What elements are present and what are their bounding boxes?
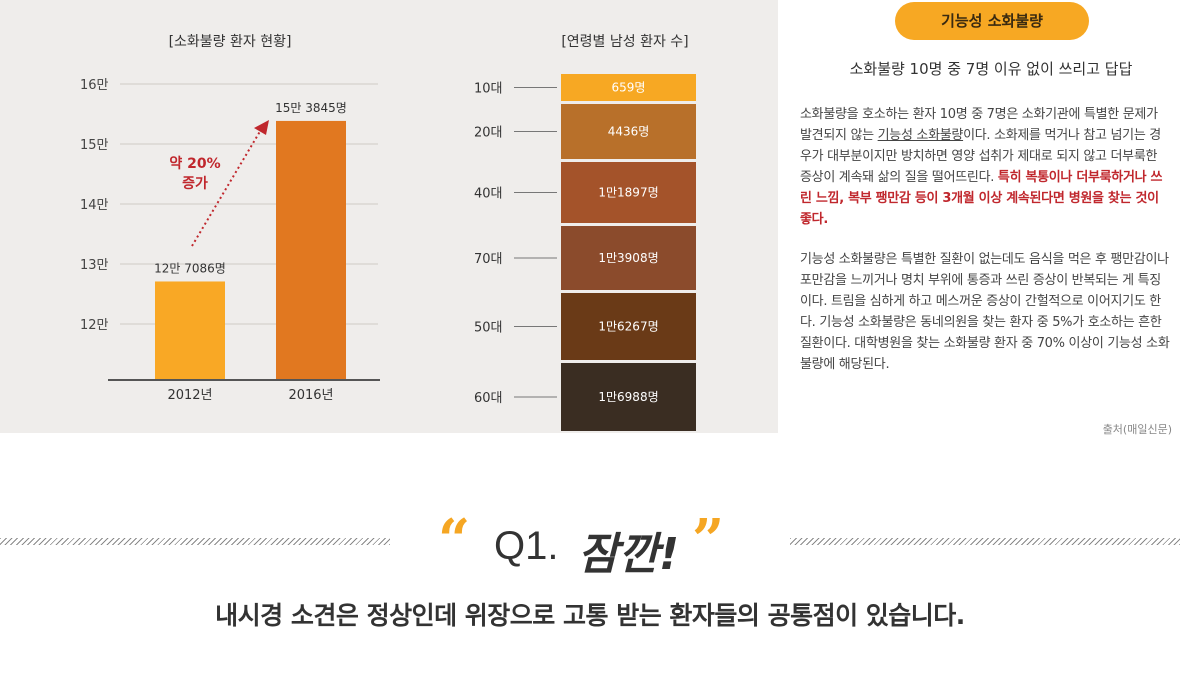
chart1-ytick-label: 12만 [80,318,109,333]
chart2-category-label: 50대 [474,321,503,336]
chart1-ytick-label: 16만 [80,78,109,93]
close-quote-icon: ” [692,507,725,573]
chart2-bar [561,104,696,159]
chart2-bar [561,293,696,360]
chart1-arrow-head-icon [254,120,269,135]
info-panel: 기능성 소화불량 소화불량 10명 중 7명 이유 없이 쓰리고 답답 소화불량… [778,0,1180,436]
chart2-bar [561,363,696,431]
chart2-value-label: 1만1897명 [598,186,658,200]
divider-left [0,538,390,545]
paragraph-1-text-a: 소화불량을 호소하는 환자 10명 중 7명은 소화기관에 특별한 문제가 발견… [800,107,1158,143]
chart2-category-label: 70대 [474,252,503,267]
source-note: 출처(매일신문) [1102,423,1172,436]
chart2-value-label: 1만6267명 [598,320,658,334]
chart1-value-label: 15만 3845명 [275,101,347,115]
headline: 소화불량 10명 중 7명 이유 없이 쓰리고 답답 [849,60,1133,78]
chart2-value-label: 1만3908명 [598,251,658,265]
paragraph-2: 기능성 소화불량은 특별한 질환이 없는데도 음식을 먹은 후 팽만감이나 포만… [800,252,1170,372]
chart2-category-label: 60대 [474,391,503,406]
chart2-bar [561,226,696,290]
chart1-annotation-line1: 약 20% [169,155,220,172]
chart1-annotation-line2: 증가 [182,176,208,192]
chart1-ytick-label: 14만 [80,198,109,213]
chart1-value-label: 12만 7086명 [154,261,226,275]
chart2-value-label: 659명 [612,81,646,95]
chart2-category-label: 20대 [474,126,503,141]
paragraph-1: 소화불량을 호소하는 환자 10명 중 7명은 소화기관에 특별한 문제가 발견… [800,104,1172,230]
chart2-value-label: 4436명 [608,125,650,139]
question-heading: “ Q1. 잠깐! ” [430,507,750,580]
question-text: 내시경 소견은 정상인데 위장으로 고통 받는 환자들의 공통점이 있습니다. [215,601,965,630]
paragraph-1-highlight: 특히 복통이나 더부룩하거나 쓰린 느낌, 복부 팽만감 등이 3개월 이상 계… [800,170,1163,227]
chart2-bar [561,74,696,101]
chart2-bar [561,162,696,223]
question-emphasis: 잠깐! [578,529,680,580]
question-number: Q1. [494,524,559,568]
chart-panel: [소화불량 환자 현황] 16만 15만 14만 13만 12만 12만 7086명 2012… [0,0,778,433]
chart2-category-label: 40대 [474,187,503,202]
chart1-ytick-label: 15만 [80,138,109,153]
chart1-category-label: 2016년 [288,388,333,403]
topic-badge: 기능성 소화불량 [895,2,1089,40]
paragraph-1-text-b: 이다. 소화제를 먹거나 참고 넘기는 경우가 대부분이지만 방치하면 영양 섭… [800,128,1161,185]
chart1-bar [155,281,225,379]
charts-svg: [소화불량 환자 현황] 16만 15만 14만 13만 12만 12만 7086명 2012… [80,34,696,431]
chart1-title: [소화불량 환자 현황] [169,34,292,50]
chart2-value-label: 1만6988명 [598,390,658,404]
chart2-title: [연령별 남성 환자 수] [561,34,688,50]
chart2-category-label: 10대 [474,82,503,97]
paragraph-1-underlined: 기능성 소화불량 [877,128,964,143]
open-quote-icon: “ [438,507,471,573]
chart1-bar [276,120,346,380]
chart1-category-label: 2012년 [167,388,212,403]
divider-right [790,538,1180,545]
chart1-ytick-label: 13만 [80,258,109,273]
